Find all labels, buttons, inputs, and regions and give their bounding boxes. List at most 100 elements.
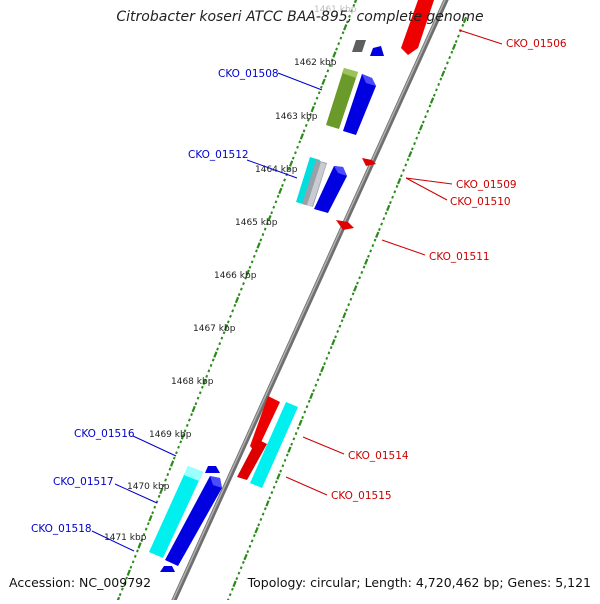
kbp-tick-label: 1468 kbp — [171, 377, 214, 387]
reverse-track-tick — [443, 66, 447, 70]
forward-track-tick — [123, 582, 126, 586]
gene-label-cko-01508[interactable]: CKO_01508 — [218, 68, 279, 80]
accession-text: Accession: NC_009792 — [9, 575, 152, 590]
reverse-track-tick — [338, 324, 342, 328]
reverse-track-tick — [342, 312, 347, 319]
forward-track-tick — [339, 36, 343, 40]
gene-label-cko-01510[interactable]: CKO_01510 — [450, 196, 511, 208]
reverse-track-tick — [437, 82, 441, 86]
gene-feature-blue[interactable] — [343, 74, 376, 135]
forward-track-tick — [288, 160, 294, 167]
gene-feature-red[interactable] — [401, 0, 434, 55]
forward-track-tick — [256, 242, 261, 249]
reverse-track-tick — [462, 16, 468, 24]
forward-track-tick — [332, 51, 337, 58]
gene-feature-grey[interactable] — [352, 40, 366, 52]
gene-label-cko-01516[interactable]: CKO_01516 — [74, 428, 135, 440]
reverse-track-tick — [362, 265, 366, 269]
gene-feature-red[interactable] — [237, 439, 267, 480]
forward-track-tick — [216, 347, 219, 351]
forward-track-tick — [248, 265, 252, 269]
kbp-tick-label: 1466 kbp — [214, 271, 257, 281]
reverse-track-tick — [345, 308, 348, 312]
reverse-track-tick — [356, 281, 359, 285]
gene-label-cko-01509[interactable]: CKO_01509 — [456, 179, 517, 191]
reverse-track-tick — [230, 587, 234, 591]
gene-feature-red[interactable] — [250, 396, 280, 453]
forward-track-tick — [255, 249, 258, 253]
forward-track-tick — [283, 178, 287, 182]
forward-track-tick — [168, 467, 172, 471]
reverse-track-tick — [386, 204, 391, 212]
gene-feature-blue-small[interactable] — [370, 46, 384, 56]
genome-title: Citrobacter koseri ATCC BAA-895, complet… — [116, 9, 484, 25]
reverse-track-tick — [290, 442, 294, 446]
gene-feature-blue-small[interactable] — [205, 466, 220, 473]
reverse-track-tick — [404, 163, 408, 167]
gene-feature-red-small[interactable] — [362, 158, 376, 166]
forward-track-tick — [234, 296, 240, 304]
gene-feature-cyan[interactable] — [250, 402, 298, 488]
forward-track-tick — [172, 456, 176, 460]
forward-track-tick — [259, 238, 263, 242]
forward-track-tick — [274, 200, 278, 204]
gene-feature-cyan[interactable] — [149, 466, 203, 558]
reverse-track-tick — [316, 378, 320, 382]
forward-track-tick — [245, 269, 250, 276]
gene-label-cko-01506[interactable]: CKO_01506 — [506, 38, 567, 50]
forward-track-tick — [250, 260, 254, 264]
forward-track-tick — [137, 542, 142, 549]
reverse-track-tick — [314, 383, 318, 387]
forward-track-tick — [142, 533, 146, 537]
gene-label-cko-01511[interactable]: CKO_01511 — [429, 251, 490, 263]
reverse-track-tick — [329, 346, 333, 350]
gene-label-cko-01515[interactable]: CKO_01515 — [331, 490, 392, 502]
forward-track-tick — [319, 85, 323, 89]
gene-feature-blue[interactable] — [314, 166, 347, 213]
gene-feature-blue[interactable] — [165, 476, 222, 566]
forward-track-tick — [146, 522, 150, 526]
gene-feature-olive[interactable] — [326, 68, 358, 129]
forward-track-tick — [304, 123, 308, 127]
reverse-track-tick — [248, 544, 252, 548]
reverse-track-tick — [399, 174, 403, 178]
reverse-track-tick — [407, 151, 413, 158]
forward-track-tick — [200, 385, 204, 389]
reverse-track-tick — [446, 61, 449, 65]
gene-label-cko-01517[interactable]: CKO_01517 — [53, 476, 114, 488]
kbp-tick-label: 1470 kbp — [127, 482, 170, 492]
reverse-track-tick — [388, 201, 392, 205]
forward-track-tick — [140, 538, 144, 542]
gene-feature-red-small[interactable] — [336, 220, 354, 230]
reverse-track-tick — [371, 244, 375, 248]
label-connectors — [91, 29, 503, 552]
forward-track-tick — [213, 351, 218, 358]
reverse-track-tick — [323, 362, 326, 366]
reverse-track-tick — [301, 415, 305, 419]
reverse-track-tick — [396, 177, 402, 185]
gene-label-cko-01518[interactable]: CKO_01518 — [31, 523, 92, 535]
forward-track-tick — [190, 413, 193, 417]
forward-track-tick — [237, 293, 241, 297]
reverse-track-tick — [235, 577, 239, 581]
gene-feature-blue-small[interactable] — [160, 566, 175, 572]
reverse-track-tick — [259, 517, 263, 521]
forward-track-tick — [151, 511, 155, 515]
forward-track-tick — [276, 194, 280, 198]
reverse-track-tick — [298, 419, 303, 427]
forward-track-tick — [194, 402, 198, 406]
forward-track-tick — [299, 133, 305, 140]
reverse-track-tick — [276, 473, 281, 480]
forward-track-tick — [196, 396, 200, 400]
reverse-track-tick — [309, 392, 314, 400]
forward-track-tick — [352, 3, 356, 7]
reverse-track-tick — [320, 365, 325, 373]
reverse-track-tick — [353, 285, 358, 292]
gene-label-cko-01512[interactable]: CKO_01512 — [188, 149, 249, 161]
forward-track-tick — [306, 118, 310, 122]
reverse-gene-labels: CKO_01506 CKO_01509 CKO_01510 CKO_01511 … — [331, 38, 567, 502]
reverse-track-tick — [384, 211, 388, 215]
gene-label-cko-01514[interactable]: CKO_01514 — [348, 450, 409, 462]
